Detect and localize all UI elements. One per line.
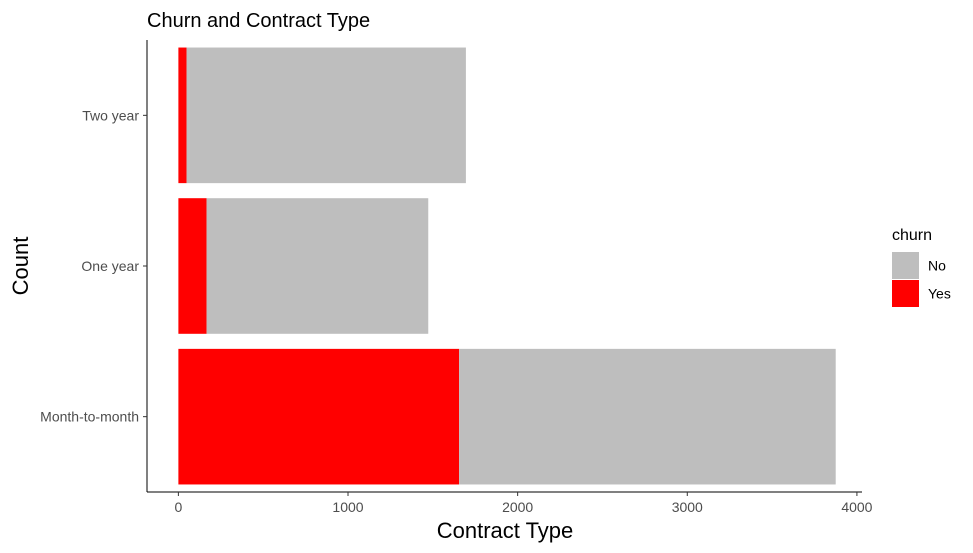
y-tick-label-one-year: One year (81, 258, 139, 274)
bars-group (178, 47, 836, 485)
legend-title: churn (892, 227, 932, 244)
x-tick-label-3000: 3000 (672, 499, 703, 515)
bar-month-to-month-no (459, 348, 836, 485)
x-tick-label-1000: 1000 (332, 499, 363, 515)
x-axis-ticks: 0 1000 2000 3000 4000 (174, 492, 873, 515)
x-axis-title: Contract Type (437, 518, 574, 543)
legend-key-no (892, 252, 919, 279)
x-tick-label-2000: 2000 (502, 499, 533, 515)
legend-label-yes: Yes (928, 286, 951, 302)
bar-two-year-yes (178, 47, 187, 184)
legend-label-no: No (928, 258, 946, 274)
y-axis-title: Count (8, 237, 33, 296)
legend-key-yes (892, 280, 919, 307)
bar-one-year-no (206, 198, 429, 334)
bar-two-year-no (186, 47, 466, 184)
chart-title: Churn and Contract Type (147, 10, 370, 32)
y-tick-label-two-year: Two year (82, 107, 139, 123)
bar-one-year-yes (178, 198, 207, 334)
legend: churn No Yes (892, 227, 951, 307)
x-tick-label-0: 0 (174, 499, 182, 515)
y-axis-ticks: Month-to-month One year Two year (40, 107, 147, 425)
y-tick-label-month-to-month: Month-to-month (40, 409, 139, 425)
x-tick-label-4000: 4000 (841, 499, 872, 515)
bar-month-to-month-yes (178, 348, 460, 485)
